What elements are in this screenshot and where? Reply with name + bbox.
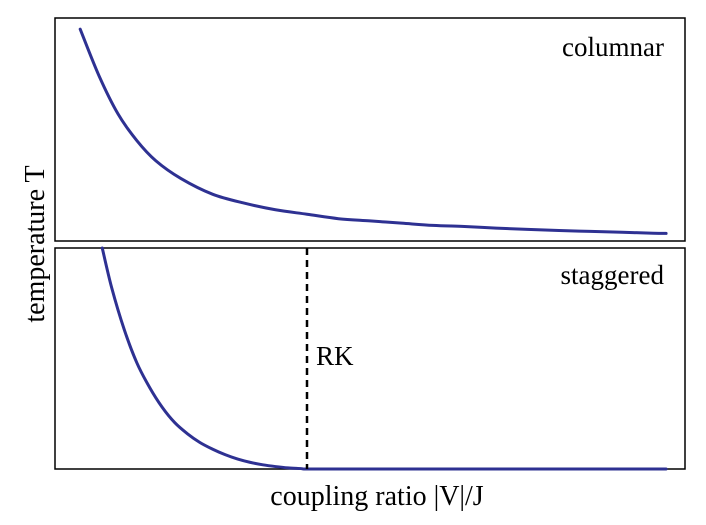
annotation-group: RK	[305, 248, 354, 469]
rk-annotation-label: RK	[316, 341, 354, 371]
panel-staggered: RK staggered	[54, 246, 686, 471]
panel-label-staggered: staggered	[561, 260, 665, 290]
staggered-series-line	[100, 246, 668, 471]
panel-columnar: columnar	[54, 17, 686, 242]
x-axis-label: coupling ratio |V|/J	[270, 481, 484, 512]
y-axis-label: temperature T	[20, 165, 51, 322]
series-group-columnar	[78, 27, 668, 235]
panel-frame-top	[54, 17, 686, 242]
columnar-series-line	[78, 27, 668, 235]
panel-label-columnar: columnar	[562, 32, 664, 62]
series-group-staggered	[100, 246, 668, 471]
